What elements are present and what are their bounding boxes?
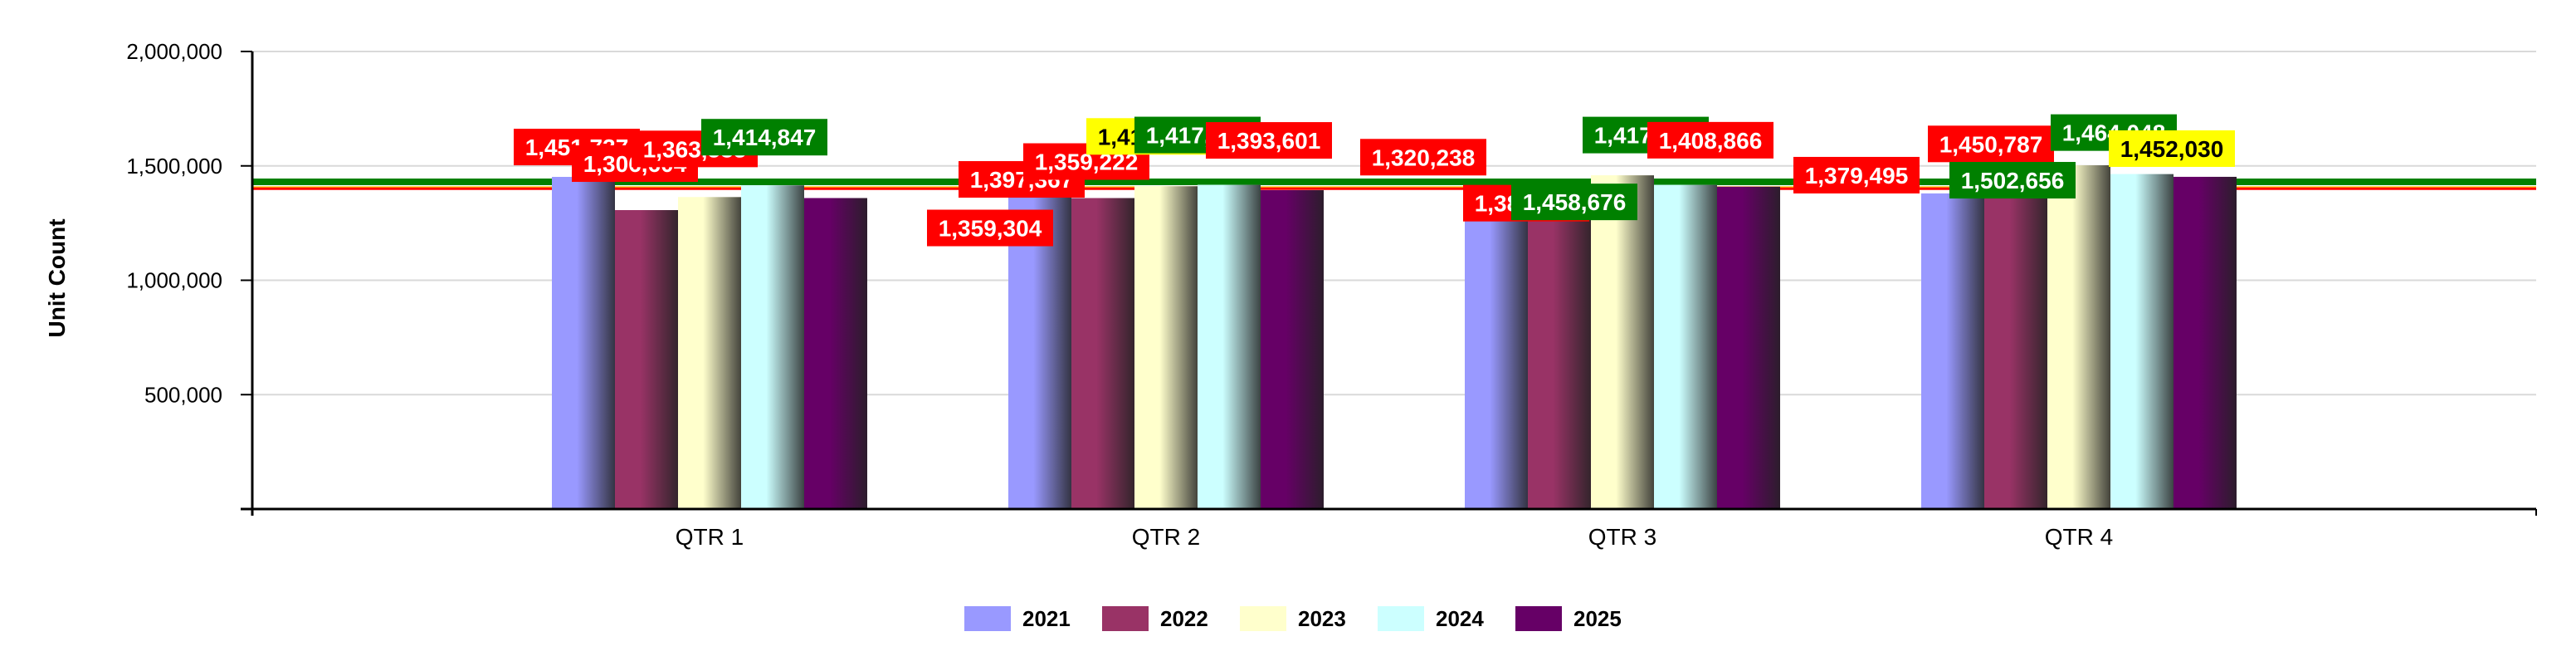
legend-swatch: [1240, 606, 1286, 631]
data-label-text: 1,450,787: [1939, 131, 2043, 157]
legend: 2021 2022 2023 2024 2025: [964, 606, 1622, 631]
bar-shading: [2174, 176, 2237, 509]
data-label: 1,452,030: [2109, 130, 2235, 167]
bar-shading: [804, 198, 867, 509]
legend-label: 2021: [1022, 606, 1071, 631]
legend-swatch: [1102, 606, 1149, 631]
data-label-box: [1949, 162, 2076, 199]
data-label-box: [1206, 122, 1332, 159]
legend-label: 2024: [1436, 606, 1484, 631]
bar-shading: [615, 210, 678, 510]
bar-shading: [1591, 175, 1654, 509]
legend-item-2024: 2024: [1378, 606, 1484, 631]
bar-shading: [2047, 165, 2110, 510]
legend-label: 2025: [1573, 606, 1622, 631]
data-label-box: [1360, 139, 1486, 176]
data-label: 1,379,495: [1793, 156, 1920, 193]
data-label-box: [927, 209, 1053, 247]
bar-shading: [1261, 190, 1324, 509]
legend-item-2023: 2023: [1240, 606, 1346, 631]
bar-shading: [1465, 207, 1528, 510]
data-label: 1,458,676: [1511, 184, 1637, 221]
bar-shading: [1654, 184, 1717, 509]
legend-label: 2022: [1160, 606, 1208, 631]
data-label-text: 1,359,304: [939, 216, 1042, 242]
data-label: 1,502,656: [1949, 162, 2076, 199]
data-label-text: 1,452,030: [2120, 136, 2224, 162]
bar-shading: [552, 177, 615, 510]
x-tick-labels: QTR 1 QTR 2 QTR 3 QTR 4: [676, 524, 2113, 550]
data-label-text: 1,393,601: [1217, 128, 1321, 154]
axes: [241, 51, 2537, 516]
x-tick-label: QTR 1: [676, 524, 744, 550]
data-label-box: [1928, 125, 2054, 163]
data-label-text: 1,414,847: [713, 125, 817, 150]
y-tick-label: 1,000,000: [126, 268, 222, 293]
legend-item-2022: 2022: [1102, 606, 1208, 631]
data-labels: 1,451,7371,397,3671,320,2381,379,4951,30…: [514, 114, 2235, 247]
bar-shading: [1717, 186, 1780, 509]
legend-swatch: [1378, 606, 1424, 631]
legend-swatch: [964, 606, 1011, 631]
data-label-text: 1,408,866: [1659, 128, 1763, 154]
data-label-text: 1,458,676: [1523, 189, 1627, 215]
bar-shading: [678, 197, 741, 509]
data-label-text: 1,379,495: [1805, 163, 1909, 189]
data-label: 1,320,238: [1360, 139, 1486, 176]
bar-shading: [1984, 177, 2047, 510]
data-label-box: [1511, 184, 1637, 221]
data-label: 1,450,787: [1928, 125, 2054, 163]
bar-shading: [1198, 184, 1261, 509]
bar-shading: [1071, 198, 1134, 509]
y-axis-label: Unit Count: [44, 218, 70, 337]
bar-shading: [1134, 186, 1198, 509]
x-tick-label: QTR 4: [2045, 524, 2113, 550]
bar-shading: [1528, 193, 1591, 510]
data-label: 1,393,601: [1206, 122, 1332, 159]
y-tick-label: 2,000,000: [126, 39, 222, 64]
y-tick-labels: 500,000 1,000,000 1,500,000 2,000,000: [126, 39, 222, 407]
bars: [552, 165, 2237, 510]
data-label-box: [1793, 156, 1920, 193]
data-label-box: [1647, 121, 1773, 159]
data-label-text: 1,320,238: [1372, 144, 1476, 170]
data-label: 1,408,866: [1647, 121, 1773, 159]
legend-swatch: [1515, 606, 1562, 631]
y-tick-label: 500,000: [144, 382, 222, 407]
data-label-box: [2109, 130, 2235, 167]
data-label: 1,414,847: [701, 119, 827, 156]
bar-shading: [741, 185, 804, 509]
y-tick-label: 1,500,000: [126, 154, 222, 179]
data-label-text: 1,502,656: [1961, 168, 2065, 193]
bar-shading: [1921, 193, 1984, 509]
bar-shading: [2110, 174, 2174, 509]
data-label: 1,359,304: [927, 209, 1053, 247]
x-tick-label: QTR 3: [1588, 524, 1656, 550]
legend-item-2025: 2025: [1515, 606, 1622, 631]
legend-label: 2023: [1298, 606, 1346, 631]
x-tick-label: QTR 2: [1132, 524, 1200, 550]
legend-item-2021: 2021: [964, 606, 1071, 631]
data-label-box: [701, 119, 827, 156]
